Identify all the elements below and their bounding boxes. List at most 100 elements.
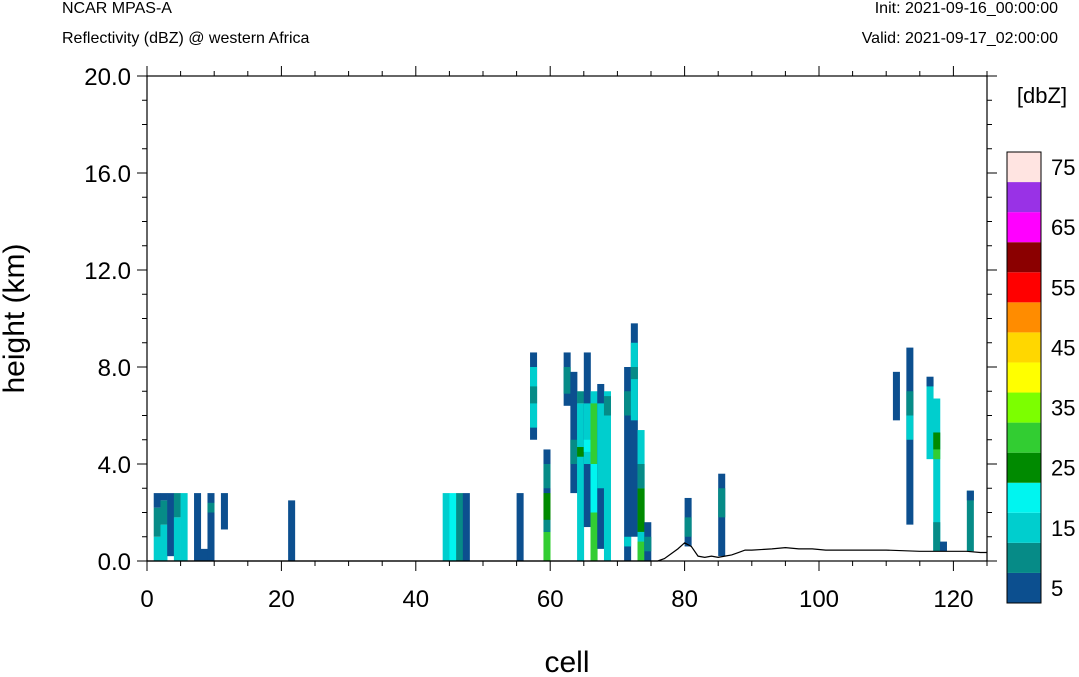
reflectivity-cell <box>630 342 638 421</box>
colorbar-segment <box>1007 332 1041 363</box>
colorbar-label: 5 <box>1051 576 1063 601</box>
colorbar-segment <box>1007 302 1041 333</box>
y-tick-label: 0.0 <box>98 549 131 576</box>
reflectivity-cell <box>516 493 524 561</box>
reflectivity-cell <box>597 403 605 489</box>
reflectivity-cell <box>153 507 161 537</box>
colorbar-segment <box>1007 392 1041 423</box>
colorbar-label: 25 <box>1051 456 1075 481</box>
reflectivity-cell <box>624 391 632 416</box>
colorbar-title: [dbZ] <box>1017 83 1067 108</box>
reflectivity-cell <box>926 376 934 387</box>
reflectivity-cell <box>180 493 188 561</box>
reflectivity-cell <box>543 519 551 532</box>
reflectivity-cell <box>906 415 914 440</box>
colorbar-label: 45 <box>1051 335 1075 360</box>
reflectivity-cell <box>906 391 914 416</box>
reflectivity-cell <box>577 391 585 404</box>
colorbar-segment <box>1007 182 1041 213</box>
reflectivity-cell <box>933 398 941 552</box>
reflectivity-cell <box>449 493 457 561</box>
colorbar-segment <box>1007 422 1041 453</box>
reflectivity-cell <box>543 531 551 561</box>
colorbar-segment <box>1007 482 1041 513</box>
reflectivity-cell <box>637 541 645 561</box>
reflectivity-cell <box>933 432 941 450</box>
reflectivity-cell <box>926 379 934 460</box>
terrain-line <box>147 542 987 562</box>
x-tick-label: 100 <box>799 586 839 613</box>
x-tick-label: 120 <box>933 586 973 613</box>
terrain-profile <box>147 542 987 562</box>
reflectivity-cell <box>637 464 645 489</box>
axis-labels: 0 20 40 60 80 100 120 0.0 4.0 8.0 12.0 16.0 20.0 cell… <box>0 64 973 677</box>
reflectivity-cell <box>718 488 726 518</box>
colorbar-label: 15 <box>1051 516 1075 541</box>
y-tick-label: 20.0 <box>84 64 131 91</box>
reflectivity-cell <box>160 524 168 562</box>
reflectivity-cells <box>153 323 974 562</box>
y-axis-title: height (km) <box>0 243 31 393</box>
reflectivity-cell <box>200 548 208 562</box>
colorbar: 5 15 25 35 45 55 65 75 [dbZ] <box>1006 83 1075 604</box>
reflectivity-cell <box>543 464 551 489</box>
reflectivity-cell <box>173 493 181 518</box>
init-time: Init: 2021-09-16_00:00:00 <box>874 0 1058 17</box>
reflectivity-cell <box>462 493 470 561</box>
reflectivity-cell <box>590 464 598 513</box>
y-tick-label: 16.0 <box>84 161 131 188</box>
reflectivity-cell <box>644 536 652 552</box>
colorbar-segment <box>1007 452 1041 483</box>
colorbar-label: 65 <box>1051 215 1075 240</box>
x-tick-label: 80 <box>671 586 698 613</box>
reflectivity-cell <box>966 490 974 501</box>
x-tick-label: 20 <box>268 586 295 613</box>
reflectivity-cell <box>288 500 296 562</box>
colorbar-label: 75 <box>1051 155 1075 180</box>
colorbar-segment <box>1007 152 1041 183</box>
colorbar-segment <box>1007 242 1041 273</box>
reflectivity-cell <box>167 493 175 557</box>
reflectivity-cell <box>933 522 941 552</box>
reflectivity-cell <box>194 493 202 561</box>
y-tick-label: 4.0 <box>98 452 131 479</box>
reflectivity-cell <box>630 367 638 380</box>
colorbar-segment <box>1007 542 1041 573</box>
colorbar-label: 35 <box>1051 396 1075 421</box>
x-tick-label: 40 <box>402 586 429 613</box>
reflectivity-cell <box>563 367 571 394</box>
plot-frame <box>146 75 988 562</box>
reflectivity-cell <box>570 439 578 464</box>
colorbar-segment <box>1007 512 1041 543</box>
reflectivity-cell <box>442 493 450 561</box>
reflectivity-cell <box>220 493 228 530</box>
y-tick-label: 8.0 <box>98 355 131 382</box>
reflectivity-cell <box>173 517 181 561</box>
reflectivity-cell <box>939 541 947 552</box>
plot-border <box>146 75 988 562</box>
reflectivity-cell <box>530 386 538 404</box>
reflectivity-cell <box>892 371 900 421</box>
colorbar-segment <box>1007 362 1041 393</box>
reflectivity-cell <box>583 439 591 452</box>
reflectivity-cell <box>684 517 692 537</box>
reflectivity-cell <box>207 493 215 561</box>
reflectivity-cell <box>543 493 551 520</box>
reflectivity-cell <box>624 367 632 561</box>
axis-ticks <box>137 66 997 571</box>
model-name: NCAR MPAS-A <box>62 0 172 17</box>
x-axis-title: cell <box>544 646 589 677</box>
reflectivity-cell <box>153 493 161 508</box>
reflectivity-cell <box>577 403 585 562</box>
colorbar-border <box>1006 151 1042 604</box>
reflectivity-cell <box>966 490 974 552</box>
reflectivity-cell <box>456 493 464 561</box>
reflectivity-cell <box>160 493 168 501</box>
reflectivity-cell <box>630 323 638 537</box>
valid-time: Valid: 2021-09-17_02:00:00 <box>861 30 1058 47</box>
reflectivity-cell <box>160 500 168 525</box>
colorbar-segment <box>1007 272 1041 303</box>
y-tick-label: 12.0 <box>84 258 131 285</box>
reflectivity-cell <box>577 447 585 457</box>
